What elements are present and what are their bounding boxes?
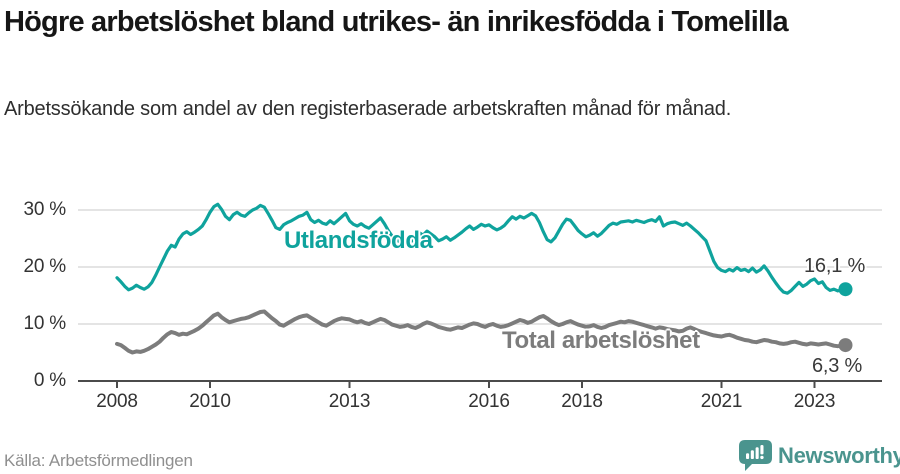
y-tick-label: 20 % — [23, 256, 66, 277]
x-tick-label: 2023 — [793, 391, 836, 412]
end-value-label-total: 6,3 % — [812, 355, 863, 377]
x-tick-label: 2018 — [561, 391, 603, 412]
page-title: Högre arbetslöshet bland utrikes- än inr… — [4, 6, 789, 38]
x-tick-label: 2016 — [468, 391, 510, 412]
series-line-0 — [115, 202, 848, 295]
series-label-utlandsfodda: Utlandsfödda — [284, 227, 433, 254]
series-line-1 — [115, 309, 848, 355]
series-end-dot-0 — [838, 282, 853, 297]
x-tick-label: 2021 — [700, 391, 743, 412]
x-tick-label: 2013 — [328, 391, 371, 412]
series-label-total-arbetsloshet: Total arbetslöshet — [502, 327, 700, 354]
y-tick-label: 10 % — [23, 313, 66, 334]
x-tick-label: 2010 — [189, 391, 231, 412]
newsworthy-logo-text: Newsworthy — [778, 443, 900, 468]
x-tick-label: 2008 — [96, 391, 138, 412]
page-subtitle: Arbetssökande som andel av den registerb… — [4, 98, 732, 120]
newsworthy-logo-icon — [739, 440, 772, 471]
end-value-label-utlandsfodda: 16,1 % — [804, 255, 866, 277]
y-tick-label: 0 % — [33, 370, 66, 391]
series-end-dot-1 — [838, 338, 853, 353]
y-tick-label: 30 % — [23, 199, 66, 220]
source-note: Källa: Arbetsförmedlingen — [4, 451, 193, 470]
